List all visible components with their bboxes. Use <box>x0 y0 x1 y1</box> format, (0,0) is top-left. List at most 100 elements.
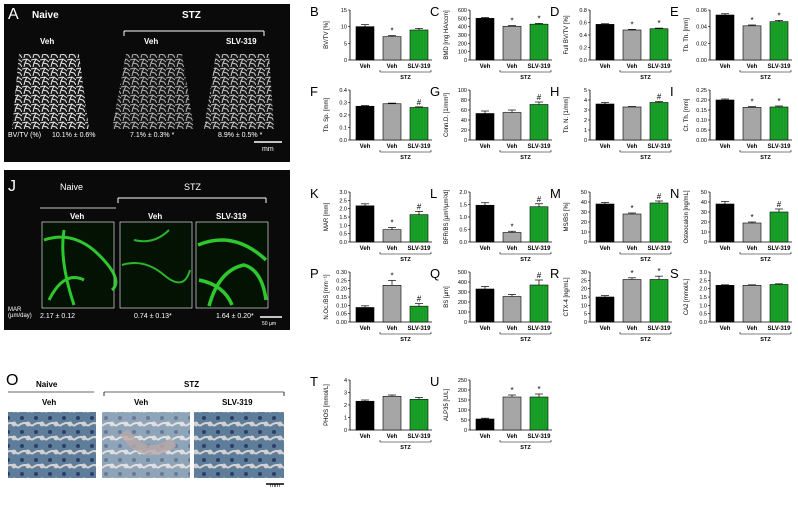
panel-j-value-2: 0.74 ± 0.13* <box>134 313 172 320</box>
group-label: STZ <box>520 257 531 263</box>
significance-mark: * <box>510 386 513 395</box>
bar-n-0 <box>715 203 735 243</box>
y-tick-label: 60 <box>461 108 467 114</box>
chart-e: E 0.00 0.02 0.04 0.06 Tb. Th. [mm] Veh * Veh * SLV… <box>670 4 792 81</box>
significance-mark: # <box>537 93 542 102</box>
bar-g-1 <box>502 112 522 141</box>
chart-q: Q 0 100 200 300 400 500 BS [µm] Veh Veh # SLV-319 ST… <box>430 266 552 343</box>
y-tick-label: 1 <box>344 416 347 422</box>
chart-h: H 0 1 2 3 4 5 Tb. N. [1/mm] Veh Veh # SLV-319 STZ <box>550 84 672 161</box>
y-tick-label: 0 <box>464 320 467 326</box>
y-axis-label: Osteocalcin [ng/mL] <box>684 190 690 243</box>
group-label: STZ <box>520 337 531 343</box>
significance-mark: # <box>657 93 662 102</box>
y-tick-label: 50 <box>461 418 467 424</box>
y-tick-label: 2.0 <box>339 207 347 213</box>
y-tick-label: 0.25 <box>696 88 707 94</box>
y-tick-label: 600 <box>458 8 467 14</box>
category-label: Veh <box>507 326 518 332</box>
y-tick-label: 2.5 <box>339 198 347 204</box>
bar-d-1 <box>622 29 642 61</box>
panel-j-graphics <box>40 197 282 318</box>
bar-e-1 <box>742 25 762 61</box>
panel-letter-c: C <box>430 4 439 19</box>
naive-veh-histology <box>8 412 96 478</box>
y-tick-label: 40 <box>461 118 467 124</box>
category-label: Veh <box>720 246 731 252</box>
chart-i: I 0.00 0.05 0.10 0.15 0.20 0.25 Ct. Th. [mm] Veh… <box>670 84 792 161</box>
panel-letter-q: Q <box>430 266 440 281</box>
y-tick-label: 100 <box>458 408 467 414</box>
bar-k-1 <box>382 229 402 243</box>
y-tick-label: 0 <box>464 138 467 144</box>
y-tick-label: 0 <box>584 320 587 326</box>
bar-p-0 <box>355 307 375 323</box>
chart-u: U 0 50 100 150 200 250 ALP35 [U/L] Veh * Veh * SLV-3… <box>430 374 552 451</box>
y-tick-label: 0 <box>584 138 587 144</box>
panel-a-naive: Naive <box>32 10 59 21</box>
y-axis-label: CTX-4 [ng/mL] <box>564 277 570 316</box>
y-tick-label: 0.2 <box>579 46 587 52</box>
y-axis-label: Tb. N. [1/mm] <box>564 97 570 134</box>
y-tick-label: 0.0 <box>579 58 587 64</box>
panel-letter-b: B <box>310 4 319 19</box>
category-label: Veh <box>507 246 518 252</box>
significance-mark: * <box>630 269 633 278</box>
y-axis-label: BMD [mg HA/ccm] <box>444 10 450 60</box>
category-label: Veh <box>360 64 371 70</box>
panel-o-col-3: SLV-319 <box>222 398 253 407</box>
y-tick-label: 15 <box>341 8 347 14</box>
group-label: STZ <box>760 257 771 263</box>
y-tick-label: 0 <box>464 428 467 434</box>
y-tick-label: 200 <box>458 41 467 47</box>
y-tick-label: 30 <box>581 270 587 276</box>
y-tick-label: 0 <box>344 428 347 434</box>
y-axis-label: Tb. Sp. [mm] <box>324 98 330 133</box>
y-tick-label: 0.4 <box>579 33 587 39</box>
significance-mark: # <box>417 295 422 304</box>
group-label: STZ <box>400 155 411 161</box>
category-label: SLV-319 <box>768 64 792 70</box>
category-label: SLV-319 <box>768 326 792 332</box>
y-tick-label: 0.30 <box>336 270 347 276</box>
category-label: Veh <box>480 434 491 440</box>
panel-a-stz: STZ <box>182 10 201 21</box>
y-tick-label: 0.0 <box>339 240 347 246</box>
bar-b-1 <box>382 36 402 61</box>
panel-j-letter: J <box>8 178 16 195</box>
bar-g-0 <box>475 113 495 141</box>
y-tick-label: 40 <box>701 200 707 206</box>
y-axis-label: ALP35 [U/L] <box>444 388 450 421</box>
panel-letter-f: F <box>310 84 318 99</box>
bar-u-1 <box>502 396 522 431</box>
y-axis-label: MAR [mm] <box>324 203 330 232</box>
panel-o-col-2: Veh <box>134 398 149 407</box>
panel-a-image: A Naive STZ Veh Veh SLV-319 BV/TV (%) 10… <box>4 4 290 162</box>
panel-a-col-1: Veh <box>40 37 55 46</box>
y-tick-label: 2.0 <box>459 190 467 196</box>
significance-mark: * <box>390 271 393 280</box>
y-tick-label: 2 <box>584 118 587 124</box>
stz-slv-bone <box>204 54 274 129</box>
group-label: STZ <box>400 337 411 343</box>
category-label: Veh <box>480 144 491 150</box>
panel-a-col-3: SLV-319 <box>226 37 257 46</box>
panel-j-row-label: MAR (µm/day) <box>8 307 32 319</box>
category-label: Veh <box>747 326 758 332</box>
bar-t-0 <box>355 400 375 431</box>
category-label: SLV-319 <box>408 326 432 332</box>
significance-mark: * <box>537 14 540 23</box>
panel-letter-h: H <box>550 84 559 99</box>
y-tick-label: 250 <box>458 378 467 384</box>
y-tick-label: 100 <box>458 88 467 94</box>
y-tick-label: 500 <box>458 16 467 22</box>
y-tick-label: 100 <box>458 310 467 316</box>
bar-c-1 <box>502 25 522 61</box>
y-tick-label: 400 <box>458 280 467 286</box>
category-label: Veh <box>720 144 731 150</box>
y-tick-label: 0.00 <box>336 320 347 326</box>
panel-letter-k: K <box>310 186 319 201</box>
y-tick-label: 500 <box>458 270 467 276</box>
y-tick-label: 5 <box>584 88 587 94</box>
bar-h-1 <box>622 106 642 141</box>
